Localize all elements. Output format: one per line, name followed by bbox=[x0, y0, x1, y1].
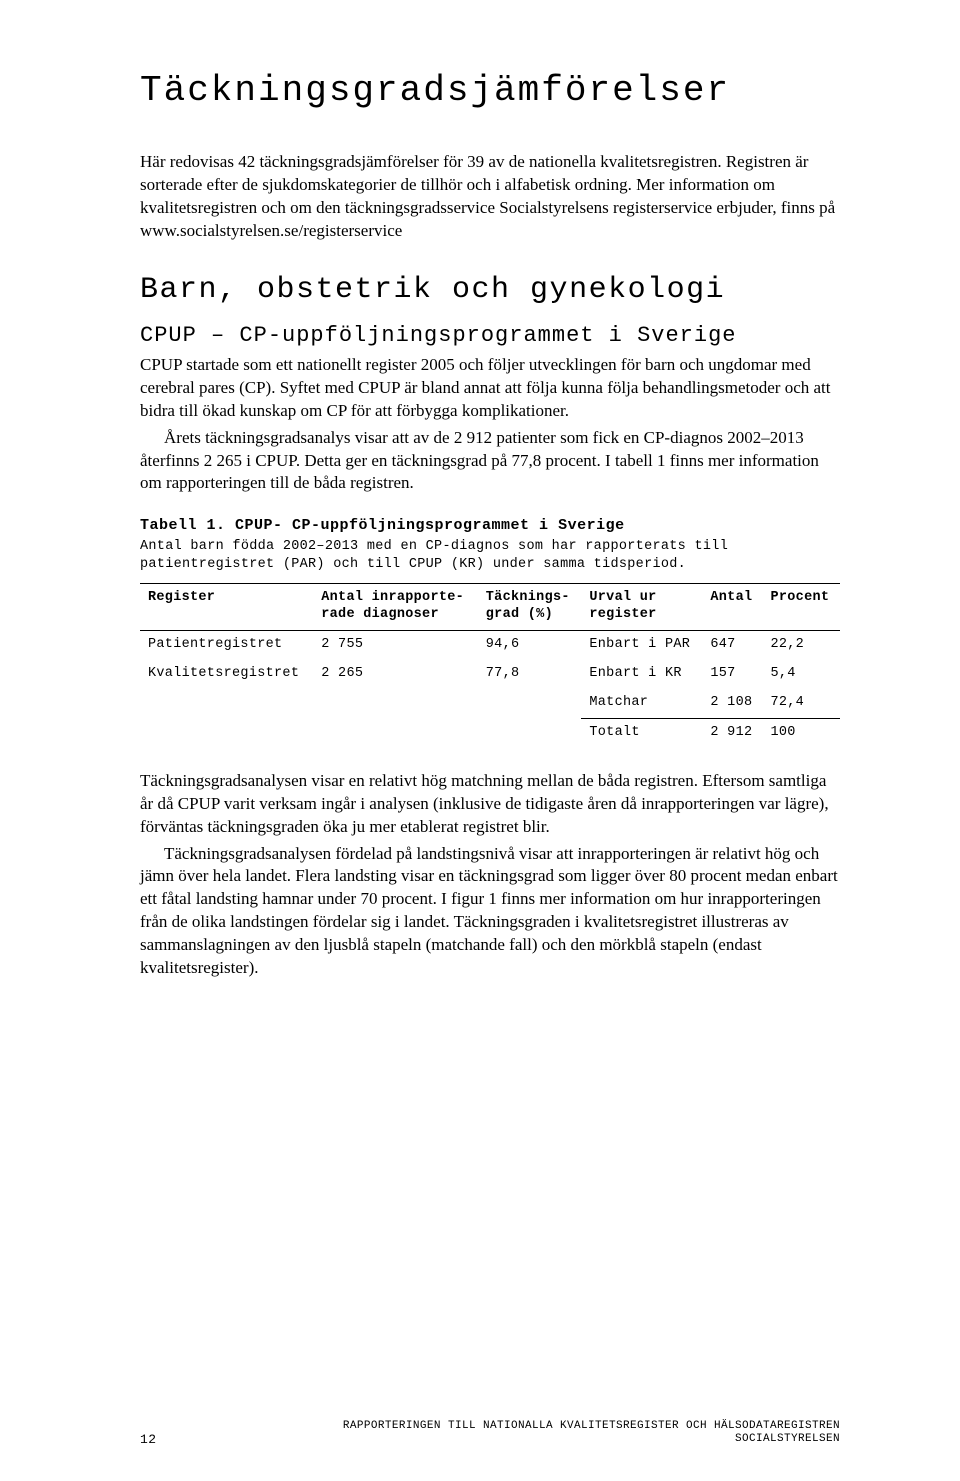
col-tg-l1: Täcknings- bbox=[486, 590, 570, 605]
cell-register: Kvalitetsregistret bbox=[140, 660, 313, 689]
cell-tg: 77,8 bbox=[478, 660, 582, 689]
cell-antal: 157 bbox=[702, 660, 762, 689]
body-paragraph-1: CPUP startade som ett nationellt registe… bbox=[140, 354, 840, 423]
cell-diag: 2 755 bbox=[313, 631, 478, 660]
footer-line-1: RAPPORTERINGEN TILL NATIONALLA KVALITETS… bbox=[343, 1420, 840, 1432]
col-tackningsgrad: Täcknings- grad (%) bbox=[478, 584, 582, 631]
cell-antal: 647 bbox=[702, 631, 762, 660]
col-urval-l1: Urval ur bbox=[589, 590, 656, 605]
cell-procent-total: 100 bbox=[762, 718, 840, 747]
page: Täckningsgradsjämförelser Här redovisas … bbox=[0, 0, 960, 1481]
table-total-row: Totalt 2 912 100 bbox=[140, 718, 840, 747]
cell-urval: Enbart i KR bbox=[581, 660, 702, 689]
col-diagnoser-l1: Antal inrapporte- bbox=[321, 590, 464, 605]
after-paragraph-2: Täckningsgradsanalysen fördelad på lands… bbox=[140, 843, 840, 981]
cell-tg: 94,6 bbox=[478, 631, 582, 660]
col-diagnoser-l2: rade diagnoser bbox=[321, 607, 439, 622]
cell-procent: 5,4 bbox=[762, 660, 840, 689]
section-heading: Barn, obstetrik och gynekologi bbox=[140, 273, 840, 307]
page-title: Täckningsgradsjämförelser bbox=[140, 70, 840, 111]
table-title: Tabell 1. CPUP- CP-uppföljningsprogramme… bbox=[140, 517, 840, 534]
cell-urval: Matchar bbox=[581, 689, 702, 718]
col-antal: Antal bbox=[702, 584, 762, 631]
body-paragraph-2: Årets täckningsgradsanalys visar att av … bbox=[140, 427, 840, 496]
cell-urval-total: Totalt bbox=[581, 718, 702, 747]
cell-urval: Enbart i PAR bbox=[581, 631, 702, 660]
footer-source: RAPPORTERINGEN TILL NATIONALLA KVALITETS… bbox=[343, 1420, 840, 1448]
after-paragraph-1: Täckningsgradsanalysen visar en relativt… bbox=[140, 770, 840, 839]
col-urval: Urval ur register bbox=[581, 584, 702, 631]
data-table: Register Antal inrapporte- rade diagnose… bbox=[140, 583, 840, 747]
table-row: Matchar 2 108 72,4 bbox=[140, 689, 840, 718]
subsection-heading: CPUP – CP-uppföljningsprogrammet i Sveri… bbox=[140, 323, 840, 348]
page-number: 12 bbox=[140, 1432, 156, 1447]
table-row: Patientregistret 2 755 94,6 Enbart i PAR… bbox=[140, 631, 840, 660]
cell-antal-total: 2 912 bbox=[702, 718, 762, 747]
col-procent: Procent bbox=[762, 584, 840, 631]
footer-line-2: SOCIALSTYRELSEN bbox=[735, 1433, 840, 1445]
intro-paragraph: Här redovisas 42 täckningsgradsjämförels… bbox=[140, 151, 840, 243]
cell-procent: 22,2 bbox=[762, 631, 840, 660]
col-tg-l2: grad (%) bbox=[486, 607, 553, 622]
cell-register: Patientregistret bbox=[140, 631, 313, 660]
col-register: Register bbox=[140, 584, 313, 631]
table-caption: Antal barn födda 2002–2013 med en CP-dia… bbox=[140, 538, 840, 573]
col-diagnoser: Antal inrapporte- rade diagnoser bbox=[313, 584, 478, 631]
table-header-row: Register Antal inrapporte- rade diagnose… bbox=[140, 584, 840, 631]
cell-diag: 2 265 bbox=[313, 660, 478, 689]
page-footer: 12 RAPPORTERINGEN TILL NATIONALLA KVALIT… bbox=[140, 1420, 840, 1448]
cell-antal: 2 108 bbox=[702, 689, 762, 718]
cell-procent: 72,4 bbox=[762, 689, 840, 718]
table-row: Kvalitetsregistret 2 265 77,8 Enbart i K… bbox=[140, 660, 840, 689]
col-urval-l2: register bbox=[589, 607, 656, 622]
